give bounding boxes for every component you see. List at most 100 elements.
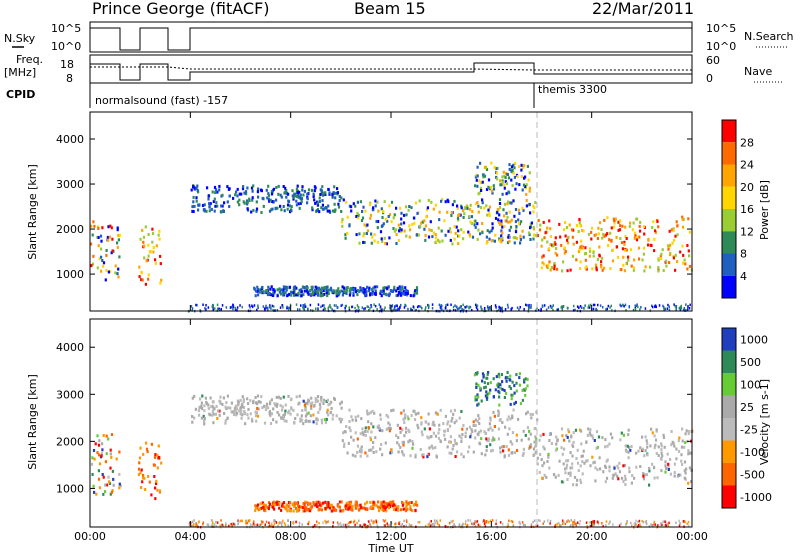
power-cell: [296, 191, 299, 194]
velocity-cell: [646, 445, 649, 449]
velocity-cell: [347, 441, 350, 445]
power-cell: [402, 292, 406, 296]
velocity-cell: [416, 423, 419, 427]
power-cell: [446, 303, 449, 306]
power-cell: [428, 304, 430, 308]
power-cell: [625, 237, 628, 240]
velocity-cell: [364, 430, 367, 433]
power-cell: [366, 223, 369, 227]
power-cell: [643, 225, 646, 229]
velocity-cell: [497, 385, 500, 389]
velocity-cell: [241, 519, 243, 523]
velocity-cell: [688, 466, 691, 470]
velocity-cell: [450, 409, 453, 413]
velocity-cell: [273, 519, 275, 522]
velocity-cell: [348, 506, 352, 510]
velocity-cell: [404, 426, 408, 430]
power-cell: [110, 226, 113, 230]
velocity-cell: [472, 424, 475, 427]
power-cell: [267, 197, 270, 201]
velocity-cell: [311, 401, 314, 405]
velocity-cell: [608, 465, 611, 469]
power-cell: [508, 167, 511, 171]
power-cell: [644, 265, 647, 269]
velocity-cell: [437, 522, 439, 525]
power-cell: [92, 254, 95, 258]
power-cell: [107, 225, 110, 229]
power-cell: [328, 305, 330, 309]
power-cell: [314, 285, 317, 289]
velocity-cell: [270, 398, 273, 402]
velocity-cell: [330, 400, 333, 404]
velocity-cell: [434, 434, 438, 438]
velocity-cell: [273, 523, 275, 526]
power-cell: [197, 208, 200, 212]
velocity-cell: [210, 405, 213, 409]
power-cell: [265, 304, 267, 308]
velocity-cell: [195, 525, 197, 528]
power-cell: [637, 305, 639, 309]
power-plot-border: [89, 111, 693, 312]
power-cell: [479, 181, 482, 185]
velocity-cell: [360, 449, 363, 452]
power-cell: [596, 257, 599, 261]
velocity-cell: [611, 436, 614, 440]
power-cell: [584, 252, 588, 255]
power-cell: [410, 206, 413, 210]
velocity-cell: [420, 421, 423, 425]
velocity-cell: [454, 441, 457, 445]
power-cell: [313, 189, 316, 193]
power-cell: [412, 294, 415, 298]
velocity-cell: [596, 520, 599, 523]
velocity-cell: [491, 428, 494, 432]
power-cell: [440, 304, 442, 307]
power-cell: [404, 205, 408, 209]
power-cell: [654, 231, 657, 234]
power-cell: [214, 307, 216, 310]
power-cell: [683, 258, 686, 262]
power-cell: [670, 228, 673, 232]
velocity-cell: [617, 466, 620, 470]
power-cell: [638, 224, 641, 228]
power-cell: [527, 178, 530, 182]
power-cell: [518, 165, 521, 169]
velocity-cell: [268, 410, 271, 414]
power-cell: [488, 212, 491, 216]
power-cell: [549, 227, 552, 231]
velocity-cell: [343, 442, 346, 446]
power-cell: [267, 285, 270, 289]
velocity-cell: [156, 453, 159, 457]
velocity-cell: [206, 523, 208, 526]
velocity-cell: [451, 416, 454, 420]
power-cell: [352, 202, 355, 206]
velocity-cell: [348, 420, 351, 423]
velocity-cell: [497, 437, 500, 441]
velocity-cell: [509, 440, 512, 444]
power-cell: [100, 269, 103, 273]
velocity-cell: [328, 506, 331, 510]
velocity-cell: [254, 414, 257, 418]
velocity-cell: [506, 432, 509, 436]
velocity-cell: [109, 466, 112, 470]
velocity-cell: [580, 454, 583, 458]
velocity-cell: [262, 505, 265, 509]
velocity-cell: [572, 431, 575, 435]
velocity-cell: [372, 521, 375, 525]
velocity-cell: [259, 506, 262, 510]
power-cell: [411, 222, 414, 226]
velocity-cell: [293, 421, 296, 424]
power-cell: [514, 187, 517, 191]
power-cell: [302, 306, 304, 309]
velocity-cell: [302, 399, 305, 403]
velocity-cell: [397, 436, 400, 440]
velocity-cell: [366, 454, 369, 458]
colorbar-swatch: [722, 186, 736, 209]
velocity-cell: [462, 522, 464, 526]
velocity-cell: [115, 457, 118, 461]
power-cell: [550, 266, 553, 269]
velocity-cell: [348, 408, 351, 412]
power-cell: [503, 174, 506, 178]
power-cell: [341, 285, 344, 289]
velocity-cell: [486, 372, 489, 376]
velocity-cell: [315, 417, 318, 421]
